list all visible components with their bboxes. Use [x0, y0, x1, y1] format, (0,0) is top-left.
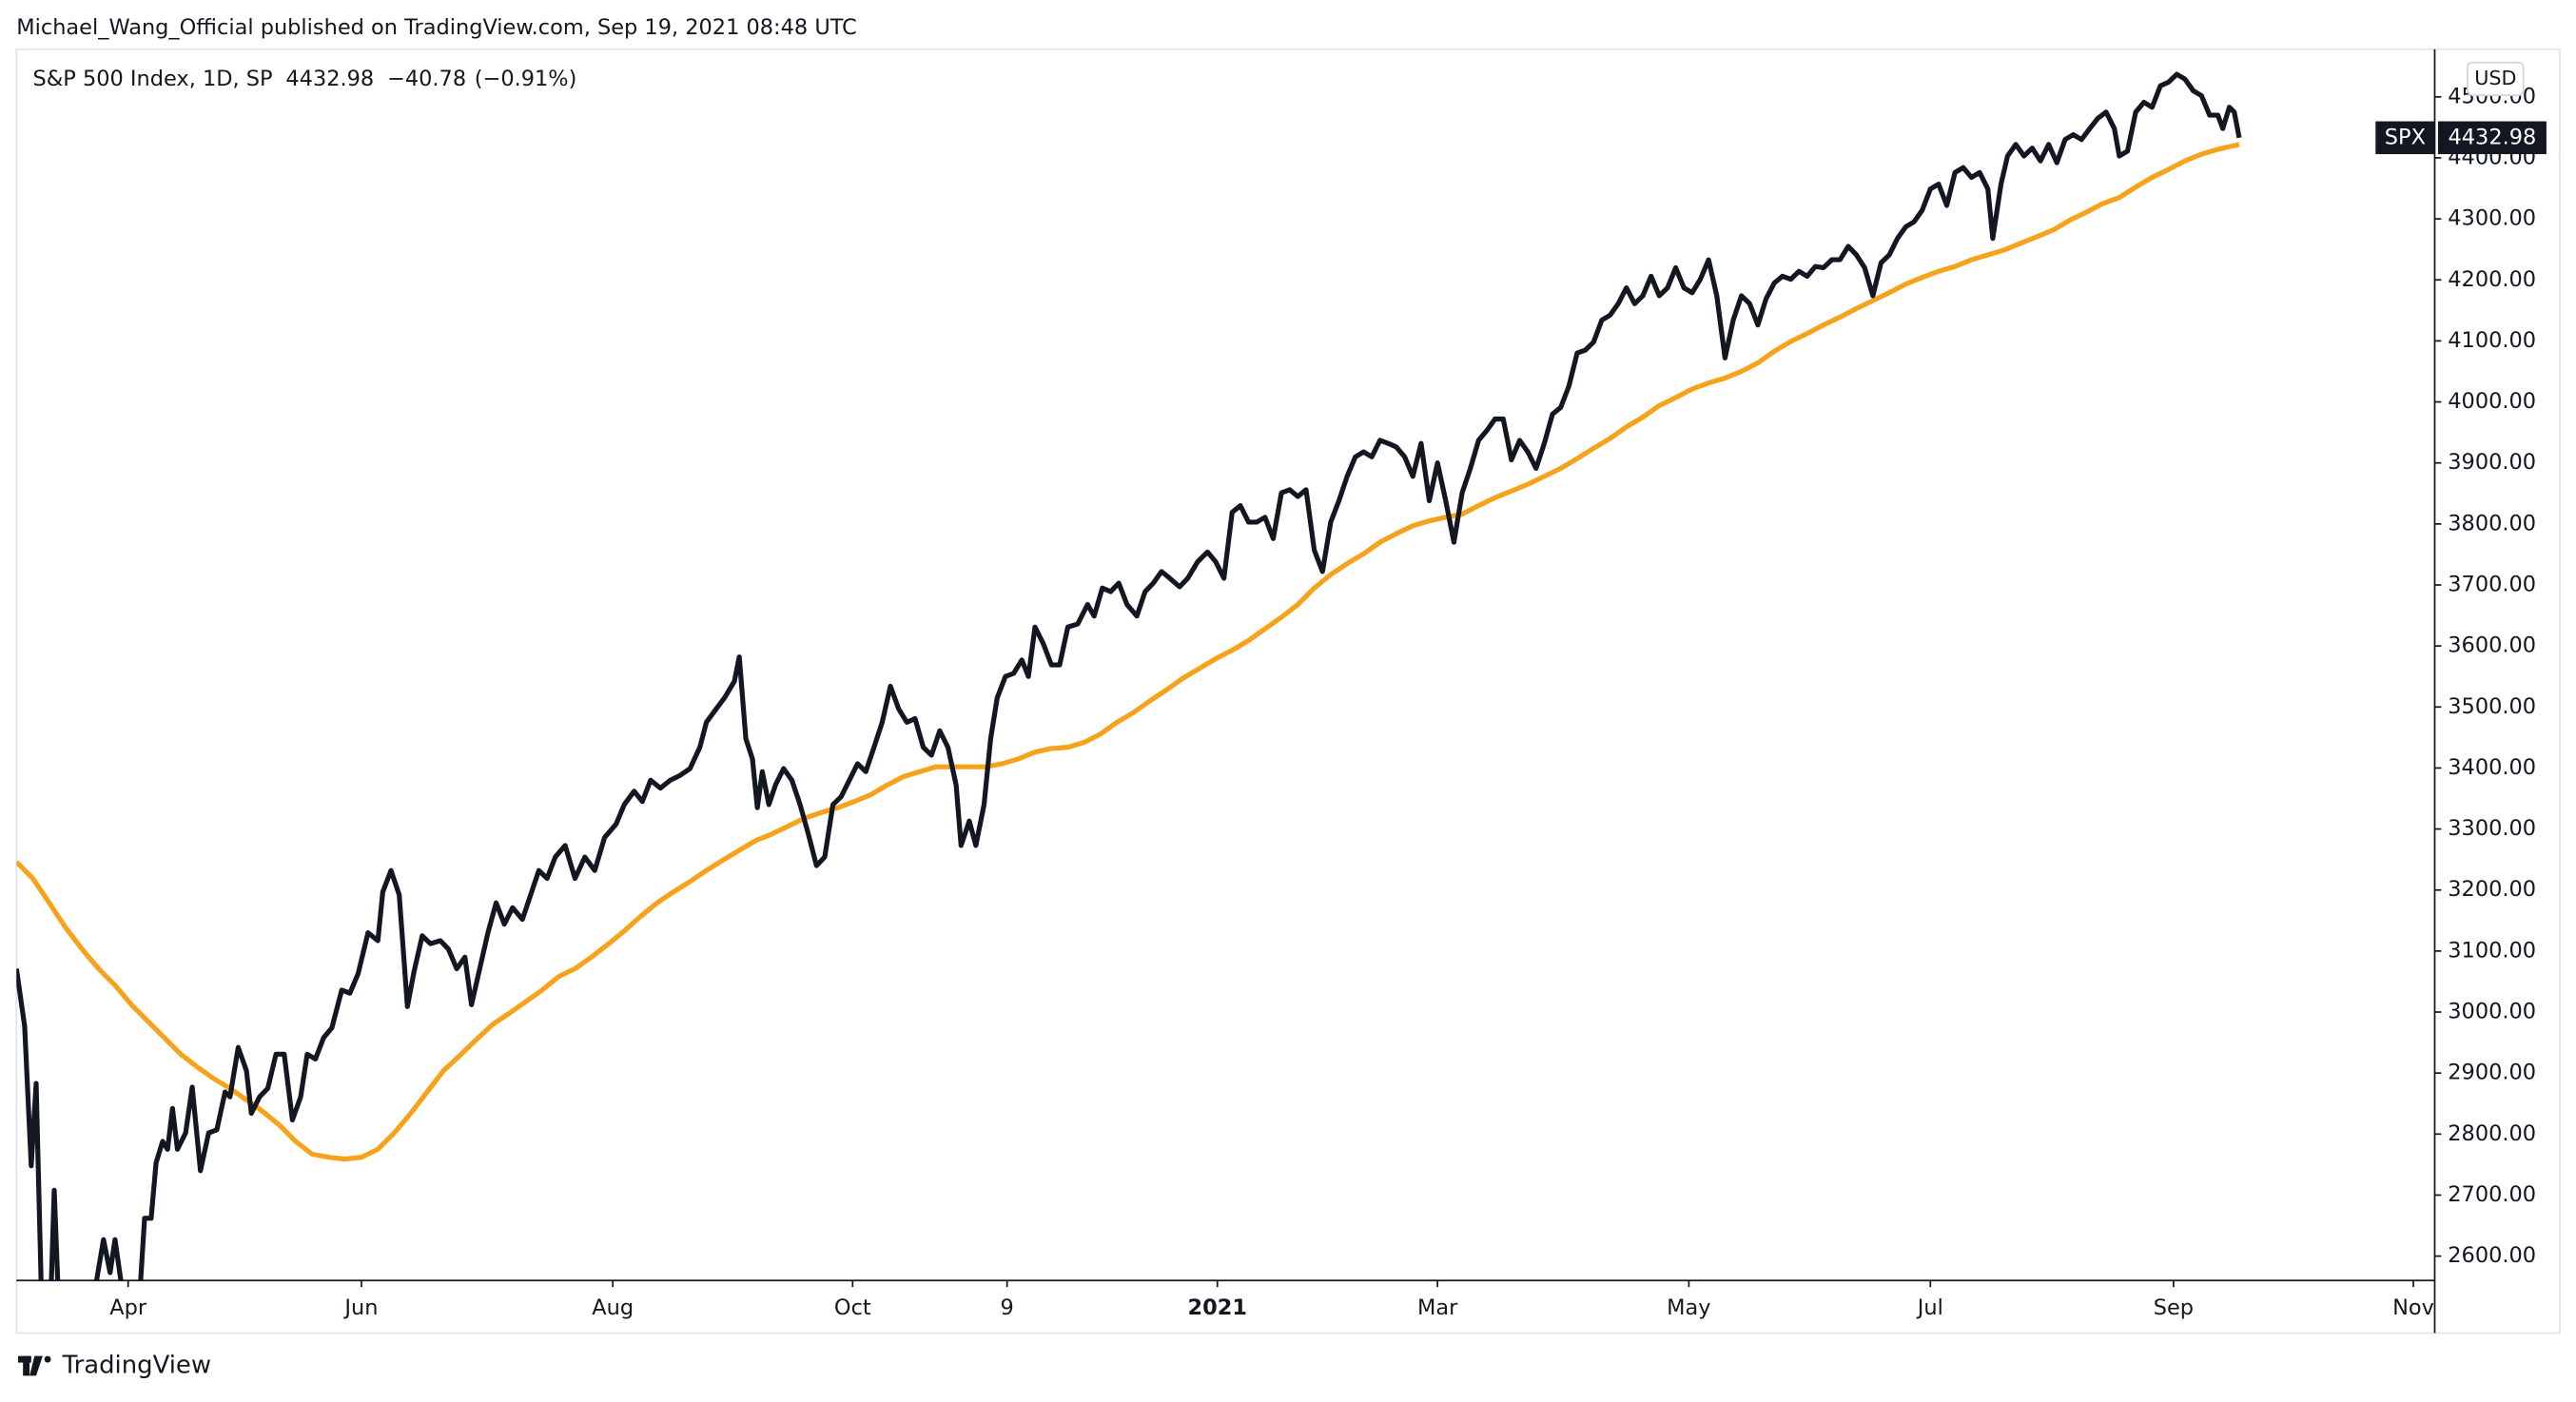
x-tick-label: Sep: [2154, 1295, 2194, 1320]
legend-header: S&P 500 Index, 1D, SP 4432.98 −40.78 (−0.91…: [33, 66, 577, 90]
currency-box: [2467, 61, 2525, 96]
y-tick-label: 3300.00: [2448, 816, 2536, 841]
y-tick-label: 3400.00: [2448, 755, 2536, 780]
x-tick-label: 9: [1001, 1295, 1014, 1320]
price-line: [16, 142, 2240, 1162]
y-tick-label: 3800.00: [2448, 511, 2536, 535]
x-tick-label: Nov: [2392, 1295, 2434, 1320]
x-tick-label: Mar: [1417, 1295, 1458, 1320]
series-tag-name: SPX: [2385, 125, 2426, 149]
price: 4432.98: [285, 66, 374, 90]
y-tick-label: 2800.00: [2448, 1121, 2536, 1146]
x-tick-label: Apr: [109, 1295, 147, 1320]
title: S&P 500 Index, 1D, SP: [33, 66, 273, 90]
plot-area: [16, 71, 2242, 1281]
attribution: Michael_Wang_Official published on Tradi…: [16, 15, 857, 40]
change-pct: (−0.91%): [475, 66, 577, 90]
y-tick-label: 3500.00: [2448, 694, 2536, 719]
y-tick-label: 3100.00: [2448, 938, 2536, 963]
x-tick-label: Aug: [592, 1295, 634, 1320]
x-tick-label: 2021: [1188, 1295, 1247, 1320]
x-tick-label: Jul: [1916, 1295, 1943, 1320]
y-tick-label: 3700.00: [2448, 572, 2536, 596]
price-tag: 4432.98: [2449, 125, 2537, 149]
change: −40.78: [387, 66, 466, 90]
y-tick-label: 2700.00: [2448, 1182, 2536, 1207]
price-tag-bg: [2437, 121, 2547, 155]
x-tick-label: Jun: [342, 1295, 378, 1320]
brand: TradingView: [62, 1352, 211, 1380]
y-tick-label: 3200.00: [2448, 877, 2536, 902]
y-tick-label: 2900.00: [2448, 1061, 2536, 1085]
price-line: [16, 71, 2242, 1281]
y-tick-label: 4300.00: [2448, 206, 2536, 231]
x-tick-label: May: [1667, 1295, 1710, 1320]
x-tick-label: Oct: [834, 1295, 871, 1320]
y-tick-label: 3000.00: [2448, 1000, 2536, 1024]
brand-logo: [17, 1355, 51, 1376]
y-tick-label: 3900.00: [2448, 450, 2536, 475]
y-tick-label: 3600.00: [2448, 633, 2536, 658]
chart-frame: [15, 48, 2561, 1334]
y-tick-label: 4100.00: [2448, 328, 2536, 353]
currency: USD: [2474, 67, 2516, 89]
y-tick-label: 2600.00: [2448, 1243, 2536, 1268]
series-tag-bg: [2375, 121, 2435, 155]
y-tick-label: 4200.00: [2448, 267, 2536, 292]
y-tick-label: 4000.00: [2448, 389, 2536, 414]
